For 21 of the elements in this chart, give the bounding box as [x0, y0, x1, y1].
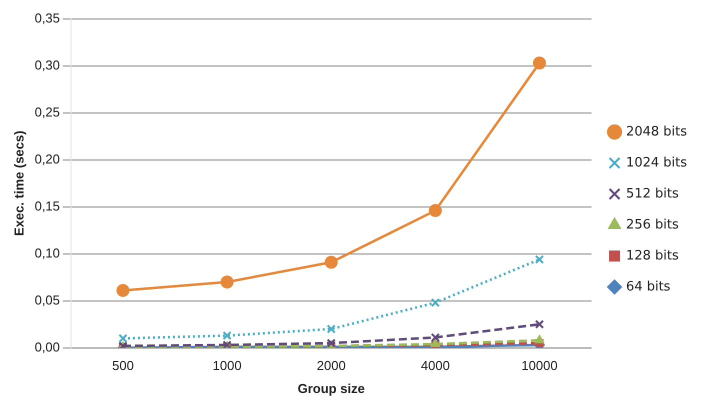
y-tick-label: 0,00: [34, 339, 60, 354]
legend-label: 1024 bits: [626, 155, 688, 170]
x-tick-label: 2000: [316, 358, 346, 374]
legend-label: 2048 bits: [626, 124, 688, 140]
legend-label: 256 bits: [626, 217, 679, 232]
y-axis-title: Exec. time (secs): [11, 130, 26, 236]
x-tick-label: 1000: [212, 358, 242, 374]
x-tick-label: 500: [112, 358, 134, 374]
x-tick-label: 10000: [521, 358, 558, 374]
y-tick-label: 0,15: [34, 198, 60, 214]
y-tick-label: 0,20: [34, 151, 60, 166]
x-tick-label: 4000: [420, 358, 450, 374]
y-tick-label: 0,30: [34, 57, 60, 72]
x-axis-title: Group size: [298, 380, 365, 396]
y-tick-label: 0,35: [34, 10, 60, 26]
y-tick-label: 0,25: [34, 104, 60, 120]
legend-label: 64 bits: [626, 279, 671, 294]
y-tick-label: 0,10: [34, 245, 60, 260]
legend-label: 512 bits: [626, 186, 679, 202]
legend-label: 128 bits: [626, 248, 679, 264]
y-tick-label: 0,05: [34, 292, 60, 308]
